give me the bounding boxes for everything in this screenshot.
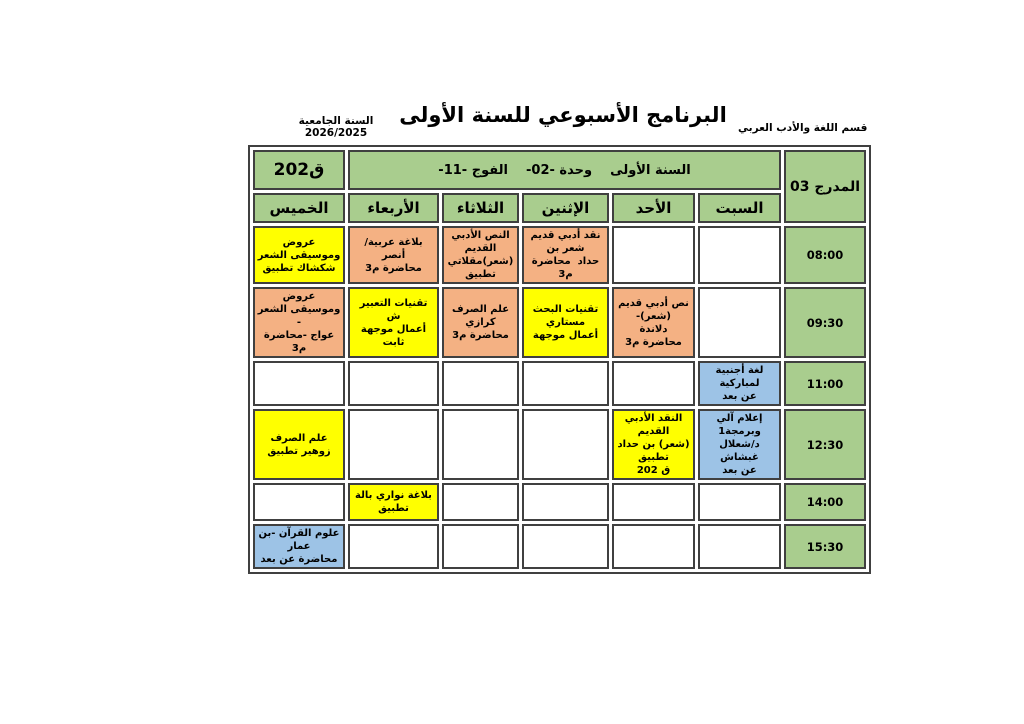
schedule-cell: لغة أجنبية لمباركية عن بعد xyxy=(698,361,781,406)
schedule-cell: النص الأدبي القديم (شعر)مقلاتي تطبيق xyxy=(442,226,519,284)
schedule-cell: إعلام آلي وبرمجة1 د/شعلال غبشاش عن بعد xyxy=(698,409,781,480)
schedule-cell: علوم القرآن -بن عمار محاضرة عن بعد xyxy=(253,524,345,569)
department-label: قسم اللغة والأدب العربي xyxy=(738,122,868,134)
day-header-tuesday: الثلاثاء xyxy=(442,193,519,223)
schedule-cell: نص أدبي قديم (شعر)- دلاندة محاضرة م3 xyxy=(612,287,695,358)
time-slot-label: 12:30 xyxy=(784,409,866,480)
hall-header: المدرج 03 xyxy=(784,150,866,223)
time-slot-label: 08:00 xyxy=(784,226,866,284)
schedule-cell-empty xyxy=(612,361,695,406)
academic-year-label: السنة الجامعية 2026/2025 xyxy=(298,115,374,139)
schedule-cell-empty xyxy=(348,361,439,406)
time-slot-label: 11:00 xyxy=(784,361,866,406)
schedule-cell: عروض وموسيقى الشعر شكشاك تطبيق xyxy=(253,226,345,284)
schedule-cell-empty xyxy=(698,226,781,284)
weekly-schedule-table: المدرج 03 السنة الأولى وحدة -02- الفوج -… xyxy=(248,145,871,574)
schedule-cell: تقنيات البحث مستاري أعمال موجهة xyxy=(522,287,609,358)
day-header-wednesday: الأربعاء xyxy=(348,193,439,223)
schedule-cell-empty xyxy=(612,483,695,521)
time-slot-label: 14:00 xyxy=(784,483,866,521)
schedule-cell-empty xyxy=(442,409,519,480)
day-header-thursday: الخميس xyxy=(253,193,345,223)
day-header-sunday: الأحد xyxy=(612,193,695,223)
schedule-cell-empty xyxy=(698,287,781,358)
schedule-cell: بلاغة نواري بالة تطبيق xyxy=(348,483,439,521)
schedule-cell-empty xyxy=(253,483,345,521)
schedule-cell-empty xyxy=(612,524,695,569)
schedule-cell-empty xyxy=(522,361,609,406)
schedule-cell-empty xyxy=(348,409,439,480)
room-header: ق202 xyxy=(253,150,345,190)
page-title: البرنامج الأسبوعي للسنة الأولى xyxy=(399,103,727,127)
schedule-cell: عروض وموسيقى الشعر - عواج -محاضرة م3 xyxy=(253,287,345,358)
schedule-cell-empty xyxy=(348,524,439,569)
schedule-row: 11:00 لغة أجنبية لمباركية عن بعد xyxy=(253,361,866,406)
day-header-saturday: السبت xyxy=(698,193,781,223)
schedule-row: 08:00 نقد أدبي قديم شعر بن حداد محاضرة م3… xyxy=(253,226,866,284)
time-slot-label: 15:30 xyxy=(784,524,866,569)
schedule-body: 08:00 نقد أدبي قديم شعر بن حداد محاضرة م3… xyxy=(253,226,866,569)
schedule-row: 09:30 نص أدبي قديم (شعر)- دلاندة محاضرة م… xyxy=(253,287,866,358)
schedule-cell: تقنيات التعبير ش أعمال موجهة ثابت xyxy=(348,287,439,358)
header-row-top: المدرج 03 السنة الأولى وحدة -02- الفوج -… xyxy=(253,150,866,223)
schedule-cell-empty xyxy=(522,524,609,569)
schedule-cell-empty xyxy=(612,226,695,284)
schedule-row: 15:30 علوم القرآن -بن عمار محاضرة عن بعد xyxy=(253,524,866,569)
day-header-monday: الإثنين xyxy=(522,193,609,223)
group-header: السنة الأولى وحدة -02- الفوج -11- xyxy=(348,150,781,190)
schedule-cell-empty xyxy=(442,524,519,569)
schedule-row: 14:00 بلاغة نواري بالة تطبيق xyxy=(253,483,866,521)
schedule-cell-empty xyxy=(522,483,609,521)
schedule-cell-empty xyxy=(253,361,345,406)
schedule-row: 12:30 إعلام آلي وبرمجة1 د/شعلال غبشاش عن … xyxy=(253,409,866,480)
schedule-cell: علم الصرف كرازي محاضرة م3 xyxy=(442,287,519,358)
schedule-cell-empty xyxy=(698,483,781,521)
time-slot-label: 09:30 xyxy=(784,287,866,358)
schedule-cell: نقد أدبي قديم شعر بن حداد محاضرة م3 xyxy=(522,226,609,284)
schedule-cell-empty xyxy=(442,483,519,521)
schedule-cell: النقد الأدبي القديم (شعر) بن حداد تطبيق … xyxy=(612,409,695,480)
header-row-days: السبت الأحد الإثنين الثلاثاء الأربعاء ال… xyxy=(253,193,866,223)
schedule-cell: علم الصرف زوهير تطبيق xyxy=(253,409,345,480)
schedule-cell: بلاغة عربية/ أنصر محاضرة م3 xyxy=(348,226,439,284)
schedule-cell-empty xyxy=(442,361,519,406)
schedule-cell-empty xyxy=(698,524,781,569)
schedule-cell-empty xyxy=(522,409,609,480)
